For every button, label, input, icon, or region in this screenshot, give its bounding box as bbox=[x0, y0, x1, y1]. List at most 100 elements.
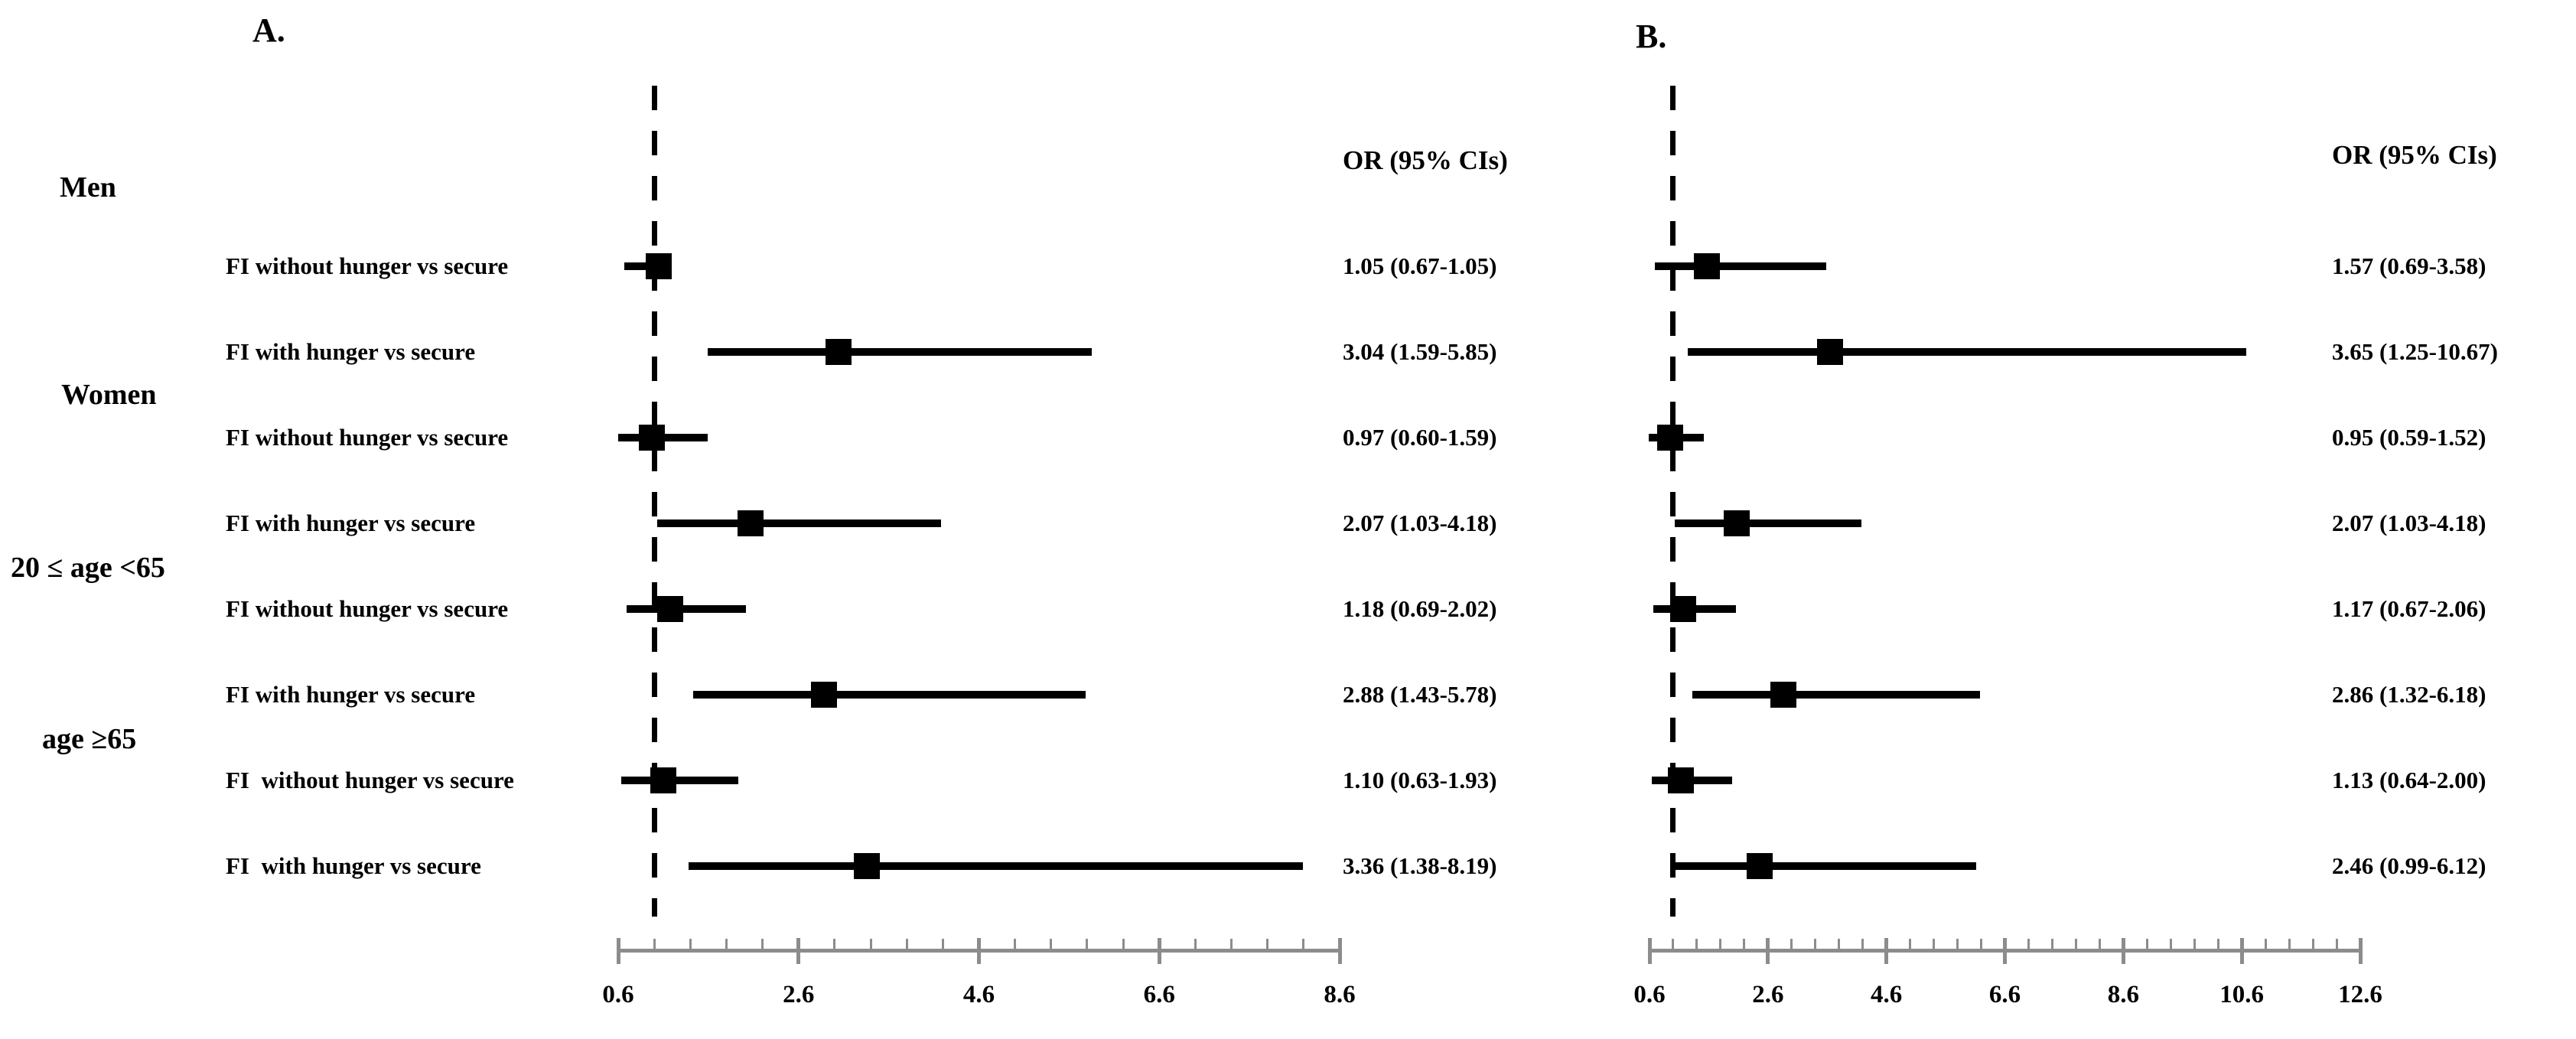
axis-tick-minor bbox=[1086, 939, 1089, 949]
axis-tick-minor bbox=[1933, 939, 1936, 949]
or-marker bbox=[738, 510, 764, 536]
axis-tick-minor bbox=[2193, 939, 2196, 949]
axis-tick-minor bbox=[2074, 939, 2077, 949]
axis-tick-minor bbox=[1909, 939, 1912, 949]
ci-whisker bbox=[1654, 262, 1826, 270]
axis-tick-label: 0.6 bbox=[602, 981, 634, 1008]
axis-tick-minor bbox=[2335, 939, 2338, 949]
axis-tick-minor bbox=[833, 939, 836, 949]
axis-tick-minor bbox=[1302, 939, 1305, 949]
axis-tick-minor bbox=[1861, 939, 1864, 949]
axis-tick-label: 0.6 bbox=[1633, 981, 1666, 1008]
axis-tick-minor bbox=[1014, 939, 1017, 949]
axis-tick-minor bbox=[2145, 939, 2148, 949]
axis-tick-minor bbox=[725, 939, 728, 949]
axis-tick-major bbox=[2239, 938, 2244, 964]
axis-tick-minor bbox=[1790, 939, 1793, 949]
axis-tick-minor bbox=[1122, 939, 1125, 949]
or-marker bbox=[646, 253, 672, 279]
axis-tick-major bbox=[1647, 938, 1652, 964]
axis-tick-label: 6.6 bbox=[1988, 981, 2021, 1008]
or-marker bbox=[1657, 425, 1684, 451]
axis-tick-minor bbox=[1050, 939, 1053, 949]
axis-tick-minor bbox=[2264, 939, 2267, 949]
axis-tick-minor bbox=[689, 939, 692, 949]
axis-tick-major bbox=[1157, 938, 1161, 964]
axis-tick-major bbox=[1337, 938, 1342, 964]
or-marker bbox=[854, 853, 881, 879]
or-value: 2.88 (1.43-5.78) bbox=[1343, 681, 1497, 708]
axis-tick-label: 8.6 bbox=[1324, 981, 1356, 1008]
ci-whisker bbox=[707, 348, 1092, 356]
axis-tick-major bbox=[616, 938, 620, 964]
or-value: 0.95 (0.59-1.52) bbox=[2332, 424, 2486, 451]
axis-tick-minor bbox=[2216, 939, 2219, 949]
axis-tick-major bbox=[796, 938, 801, 964]
axis-tick-major bbox=[2003, 938, 2007, 964]
row-label: FI without hunger vs secure bbox=[226, 595, 509, 622]
ci-whisker bbox=[1672, 862, 1977, 870]
panel-b-or-header: OR (95% CIs) bbox=[2332, 140, 2497, 170]
axis-tick-minor bbox=[1230, 939, 1233, 949]
panel-a-or-header: OR (95% CIs) bbox=[1343, 145, 1508, 175]
or-marker bbox=[1746, 853, 1773, 879]
or-value: 3.65 (1.25-10.67) bbox=[2332, 338, 2498, 365]
or-marker bbox=[638, 425, 665, 451]
ci-whisker bbox=[1692, 691, 1980, 699]
axis-tick-minor bbox=[2169, 939, 2172, 949]
ci-whisker bbox=[692, 691, 1086, 699]
axis-tick-label: 6.6 bbox=[1143, 981, 1175, 1008]
axis-tick-minor bbox=[1838, 939, 1841, 949]
axis-tick-major bbox=[1766, 938, 1770, 964]
ci-whisker bbox=[1675, 520, 1862, 527]
axis-tick-minor bbox=[1266, 939, 1269, 949]
axis-tick-label: 12.6 bbox=[2338, 981, 2382, 1008]
reference-line bbox=[1670, 86, 1676, 917]
group-label: 20 ≤ age <65 bbox=[11, 552, 165, 584]
axis-tick-major bbox=[977, 938, 981, 964]
or-value: 3.04 (1.59-5.85) bbox=[1343, 338, 1497, 365]
axis-tick-major bbox=[2121, 938, 2125, 964]
row-label: FI without hunger vs secure bbox=[226, 767, 514, 793]
row-label: FI with hunger vs secure bbox=[226, 852, 481, 879]
group-label: Women bbox=[61, 379, 157, 411]
or-value: 2.07 (1.03-4.18) bbox=[2332, 510, 2486, 536]
axis-tick-label: 2.6 bbox=[1752, 981, 1784, 1008]
panel-a-title: A. bbox=[252, 11, 285, 49]
row-label: FI with hunger vs secure bbox=[226, 338, 476, 365]
row-label: FI without hunger vs secure bbox=[226, 424, 509, 451]
or-value: 1.18 (0.69-2.02) bbox=[1343, 595, 1497, 622]
or-value: 2.46 (0.99-6.12) bbox=[2332, 852, 2486, 879]
or-value: 2.07 (1.03-4.18) bbox=[1343, 510, 1497, 536]
axis-tick-minor bbox=[1194, 939, 1197, 949]
axis-tick-minor bbox=[1814, 939, 1817, 949]
or-marker bbox=[825, 339, 852, 365]
axis-tick-minor bbox=[1980, 939, 1983, 949]
or-marker bbox=[810, 682, 837, 708]
axis-tick-minor bbox=[2098, 939, 2101, 949]
or-value: 1.05 (0.67-1.05) bbox=[1343, 252, 1497, 279]
or-value: 1.17 (0.67-2.06) bbox=[2332, 595, 2486, 622]
or-marker bbox=[1817, 339, 1844, 365]
row-label: FI without hunger vs secure bbox=[226, 252, 509, 279]
axis-tick-minor bbox=[653, 939, 656, 949]
axis-tick-label: 4.6 bbox=[962, 981, 995, 1008]
reference-line bbox=[651, 86, 657, 917]
axis-tick-label: 4.6 bbox=[1871, 981, 1903, 1008]
or-value: 2.86 (1.32-6.18) bbox=[2332, 681, 2486, 708]
axis-tick-minor bbox=[1956, 939, 1959, 949]
or-marker bbox=[1670, 596, 1697, 622]
axis-tick-minor bbox=[1719, 939, 1722, 949]
ci-whisker bbox=[688, 862, 1303, 870]
ci-whisker bbox=[656, 520, 941, 527]
or-value: 1.57 (0.69-3.58) bbox=[2332, 252, 2486, 279]
axis-tick-minor bbox=[905, 939, 908, 949]
axis-tick-minor bbox=[1743, 939, 1746, 949]
or-marker bbox=[1694, 253, 1721, 279]
ci-whisker bbox=[624, 262, 659, 270]
group-label: Men bbox=[60, 171, 116, 204]
axis-tick-minor bbox=[869, 939, 872, 949]
axis-tick-minor bbox=[2311, 939, 2314, 949]
